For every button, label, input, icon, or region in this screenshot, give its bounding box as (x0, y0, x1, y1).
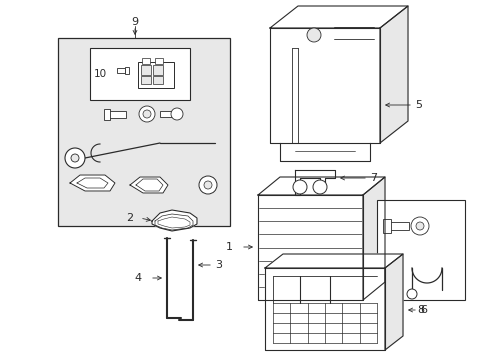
Circle shape (312, 180, 326, 194)
Circle shape (415, 222, 423, 230)
Bar (90, 48, 190, 100)
Text: 10: 10 (93, 69, 106, 79)
Bar (104, 109, 110, 120)
Bar (138, 62, 174, 88)
Bar (153, 65, 163, 75)
Circle shape (139, 106, 155, 122)
Circle shape (171, 108, 183, 120)
Circle shape (199, 176, 217, 194)
Polygon shape (384, 254, 402, 350)
Polygon shape (264, 268, 384, 350)
Circle shape (142, 110, 151, 118)
Text: 7: 7 (369, 173, 376, 183)
Text: 5: 5 (414, 100, 421, 110)
Text: 8: 8 (417, 305, 424, 315)
Bar (386, 222, 408, 230)
Polygon shape (70, 175, 115, 191)
Circle shape (306, 28, 320, 42)
Polygon shape (269, 6, 407, 28)
Polygon shape (294, 170, 334, 195)
Bar (160, 111, 172, 117)
Bar (382, 219, 390, 233)
Polygon shape (258, 195, 362, 300)
Polygon shape (379, 6, 407, 143)
Text: 3: 3 (215, 260, 222, 270)
Bar (117, 68, 125, 73)
Polygon shape (269, 28, 379, 143)
Polygon shape (130, 177, 168, 193)
Bar (125, 67, 129, 74)
Text: 2: 2 (125, 213, 133, 223)
Bar (153, 76, 163, 84)
Bar (155, 58, 163, 64)
Bar (58, 38, 229, 226)
Bar (141, 65, 151, 75)
Text: 6: 6 (419, 305, 426, 315)
Circle shape (410, 217, 428, 235)
Circle shape (406, 289, 416, 299)
Bar (108, 111, 126, 118)
Bar (142, 58, 150, 64)
Polygon shape (264, 254, 402, 268)
Polygon shape (258, 177, 384, 195)
Polygon shape (152, 210, 197, 231)
Circle shape (292, 180, 306, 194)
Text: 4: 4 (135, 273, 142, 283)
Text: 9: 9 (131, 17, 138, 27)
Circle shape (65, 148, 85, 168)
Bar (141, 76, 151, 84)
Bar (376, 200, 464, 300)
Circle shape (203, 181, 212, 189)
Circle shape (71, 154, 79, 162)
Text: 1: 1 (225, 242, 232, 252)
Polygon shape (362, 177, 384, 300)
